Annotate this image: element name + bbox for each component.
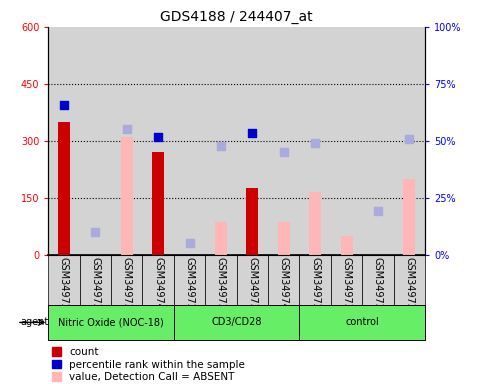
Point bbox=[185, 240, 193, 247]
Bar bbox=[215, 222, 227, 255]
Bar bbox=[331, 27, 362, 255]
Text: agent: agent bbox=[20, 318, 48, 328]
Point bbox=[155, 134, 162, 140]
Point bbox=[60, 102, 68, 108]
Title: GDS4188 / 244407_at: GDS4188 / 244407_at bbox=[160, 10, 313, 25]
Bar bbox=[309, 192, 321, 255]
Point bbox=[374, 208, 382, 214]
Point bbox=[406, 136, 413, 142]
FancyBboxPatch shape bbox=[331, 255, 362, 305]
Text: GSM349734: GSM349734 bbox=[373, 257, 383, 316]
Text: GSM349729: GSM349729 bbox=[310, 257, 320, 316]
Bar bbox=[205, 27, 237, 255]
FancyBboxPatch shape bbox=[174, 305, 299, 340]
Bar bbox=[268, 27, 299, 255]
Text: GSM349731: GSM349731 bbox=[90, 257, 100, 316]
Text: control: control bbox=[345, 318, 379, 328]
Bar bbox=[58, 122, 70, 255]
Bar bbox=[121, 137, 133, 255]
Text: GSM349736: GSM349736 bbox=[122, 257, 132, 316]
Bar bbox=[142, 27, 174, 255]
Text: GSM349740: GSM349740 bbox=[153, 257, 163, 316]
Legend: count, percentile rank within the sample, value, Detection Call = ABSENT, rank, : count, percentile rank within the sample… bbox=[52, 347, 245, 384]
Bar bbox=[362, 27, 394, 255]
FancyBboxPatch shape bbox=[174, 255, 205, 305]
Bar bbox=[237, 27, 268, 255]
Text: GSM349727: GSM349727 bbox=[185, 257, 195, 316]
Bar bbox=[152, 152, 164, 255]
FancyBboxPatch shape bbox=[80, 255, 111, 305]
Point bbox=[123, 126, 130, 132]
FancyBboxPatch shape bbox=[48, 305, 174, 340]
FancyBboxPatch shape bbox=[237, 255, 268, 305]
Bar bbox=[299, 27, 331, 255]
Point bbox=[249, 130, 256, 136]
Point bbox=[217, 143, 225, 149]
FancyBboxPatch shape bbox=[268, 255, 299, 305]
Bar bbox=[394, 27, 425, 255]
FancyBboxPatch shape bbox=[48, 255, 80, 305]
Text: Nitric Oxide (NOC-18): Nitric Oxide (NOC-18) bbox=[58, 318, 164, 328]
Text: GSM349725: GSM349725 bbox=[59, 257, 69, 316]
Point bbox=[92, 229, 99, 235]
Bar bbox=[48, 27, 80, 255]
Bar bbox=[246, 188, 258, 255]
Bar bbox=[278, 222, 290, 255]
Text: GSM349741: GSM349741 bbox=[279, 257, 289, 316]
Bar bbox=[80, 27, 111, 255]
Text: GSM349737: GSM349737 bbox=[247, 257, 257, 316]
Bar bbox=[403, 179, 415, 255]
FancyBboxPatch shape bbox=[111, 255, 142, 305]
FancyBboxPatch shape bbox=[205, 255, 237, 305]
Bar bbox=[111, 27, 142, 255]
Point bbox=[312, 140, 319, 146]
FancyBboxPatch shape bbox=[299, 305, 425, 340]
Text: CD3/CD28: CD3/CD28 bbox=[212, 318, 262, 328]
Bar bbox=[341, 236, 353, 255]
Text: GSM349739: GSM349739 bbox=[404, 257, 414, 316]
FancyBboxPatch shape bbox=[299, 255, 331, 305]
Text: GSM349733: GSM349733 bbox=[216, 257, 226, 316]
Point bbox=[280, 149, 288, 155]
FancyBboxPatch shape bbox=[394, 255, 425, 305]
FancyBboxPatch shape bbox=[362, 255, 394, 305]
FancyBboxPatch shape bbox=[142, 255, 174, 305]
Bar bbox=[174, 27, 205, 255]
Text: GSM349730: GSM349730 bbox=[341, 257, 352, 316]
